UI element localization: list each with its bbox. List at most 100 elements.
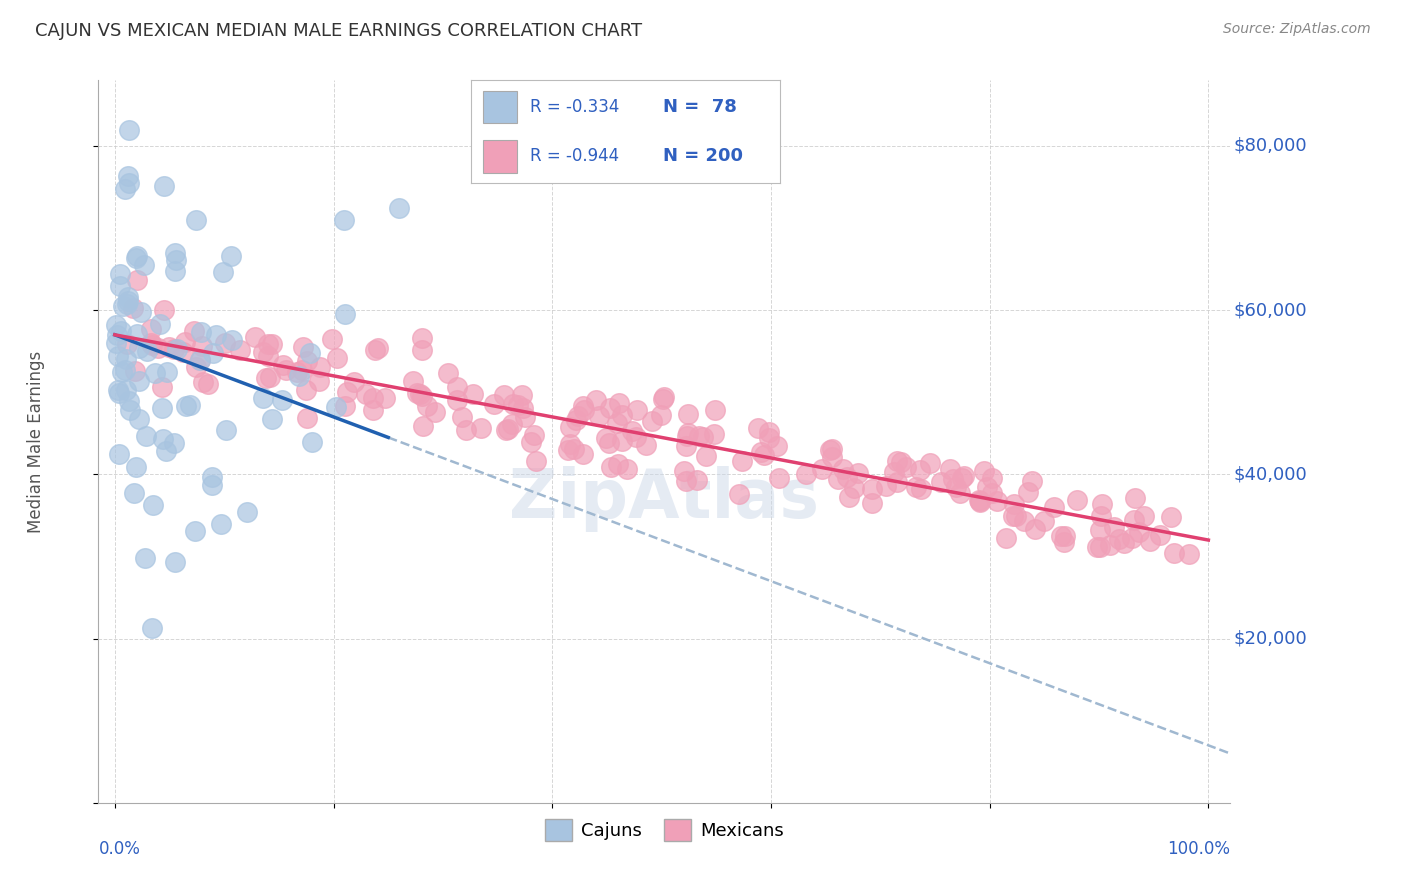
Point — [610, 409, 633, 423]
Point — [562, 442, 585, 456]
Point — [201, 346, 224, 360]
Point — [565, 413, 588, 427]
Point — [749, 445, 772, 459]
Point — [1133, 509, 1156, 524]
Point — [673, 464, 696, 478]
Point — [129, 305, 152, 319]
Point — [136, 343, 159, 358]
Point — [128, 341, 150, 355]
Point — [1043, 500, 1066, 514]
Point — [894, 459, 917, 474]
Point — [105, 328, 128, 343]
Point — [446, 380, 468, 394]
Point — [904, 480, 927, 494]
Point — [1160, 510, 1182, 524]
Text: $80,000: $80,000 — [1233, 137, 1308, 155]
Text: R = -0.334: R = -0.334 — [530, 98, 619, 116]
Point — [731, 454, 754, 468]
Point — [886, 454, 908, 468]
Point — [291, 363, 314, 377]
Point — [411, 343, 433, 357]
Point — [139, 335, 162, 350]
Point — [174, 334, 197, 349]
Point — [512, 401, 534, 416]
Point — [1139, 534, 1161, 549]
Point — [117, 294, 139, 309]
Point — [560, 436, 582, 450]
Point — [1128, 524, 1150, 539]
Point — [766, 439, 789, 453]
Point — [155, 444, 177, 458]
Point — [1121, 531, 1143, 545]
Point — [688, 429, 710, 443]
Text: Median Male Earnings: Median Male Earnings — [27, 351, 45, 533]
Point — [973, 465, 995, 479]
Point — [301, 434, 323, 449]
Point — [1002, 497, 1025, 511]
Point — [886, 475, 908, 490]
Point — [142, 498, 165, 512]
Point — [599, 401, 621, 416]
Point — [124, 364, 146, 378]
Point — [152, 179, 174, 194]
Point — [606, 416, 628, 430]
Point — [141, 621, 163, 635]
Point — [969, 494, 991, 508]
Point — [127, 273, 149, 287]
Point — [411, 331, 433, 345]
Point — [1021, 474, 1043, 488]
Point — [941, 472, 963, 486]
Point — [191, 339, 214, 353]
Point — [1088, 541, 1111, 555]
Point — [128, 411, 150, 425]
Point — [831, 462, 853, 476]
Point — [309, 359, 332, 374]
Point — [361, 391, 384, 405]
Point — [626, 402, 648, 417]
Point — [728, 487, 751, 501]
Point — [463, 387, 485, 401]
Point — [405, 385, 427, 400]
Point — [201, 477, 224, 491]
Point — [758, 431, 780, 445]
Point — [436, 366, 458, 380]
Point — [860, 496, 883, 510]
Point — [1033, 514, 1056, 528]
Point — [388, 201, 411, 215]
Point — [122, 301, 145, 316]
Point — [994, 531, 1017, 545]
Point — [842, 481, 865, 495]
Point — [412, 419, 434, 434]
Point — [820, 442, 842, 457]
Point — [1091, 497, 1114, 511]
Point — [506, 398, 529, 412]
Text: N = 200: N = 200 — [662, 147, 742, 165]
Point — [343, 375, 366, 389]
Point — [1178, 547, 1201, 561]
Point — [163, 436, 186, 450]
Point — [838, 490, 860, 504]
Point — [567, 409, 589, 423]
Point — [610, 434, 633, 448]
Point — [1122, 513, 1144, 527]
Point — [333, 212, 356, 227]
Point — [953, 468, 976, 483]
Point — [402, 374, 425, 388]
Point — [585, 393, 607, 408]
Point — [132, 259, 155, 273]
Point — [616, 462, 638, 476]
Point — [595, 431, 617, 445]
Point — [326, 351, 349, 366]
Point — [752, 448, 775, 462]
Point — [124, 460, 146, 475]
Point — [470, 421, 492, 435]
Point — [110, 324, 132, 338]
Point — [918, 456, 941, 470]
Point — [153, 302, 176, 317]
Point — [321, 332, 343, 346]
Point — [423, 404, 446, 418]
Point — [108, 279, 131, 293]
Point — [588, 409, 610, 423]
Point — [571, 399, 593, 413]
Point — [184, 524, 207, 538]
